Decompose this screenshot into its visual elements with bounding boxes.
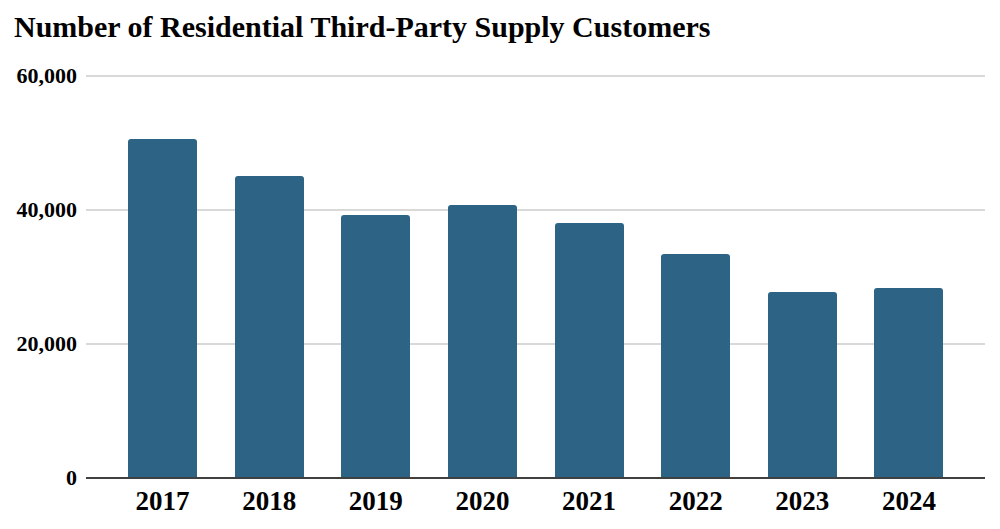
bar-2023 — [768, 292, 837, 477]
y-tick-label: 60,000 — [0, 63, 77, 89]
x-tick-label: 2022 — [651, 487, 741, 515]
x-axis-line — [86, 477, 985, 479]
x-tick-label: 2024 — [864, 487, 954, 515]
gridline — [86, 75, 985, 77]
bar-2017 — [128, 139, 197, 477]
x-tick-label: 2019 — [331, 487, 421, 515]
bar-2018 — [235, 176, 304, 477]
x-tick-label: 2021 — [544, 487, 634, 515]
gridline — [86, 343, 985, 345]
y-tick-label: 40,000 — [0, 197, 77, 223]
bar-2022 — [661, 254, 730, 477]
x-tick-label: 2018 — [224, 487, 314, 515]
bar-2019 — [341, 215, 410, 477]
y-tick-label: 20,000 — [0, 331, 77, 357]
bar-chart: Number of Residential Third-Party Supply… — [0, 0, 1000, 529]
bar-2024 — [874, 288, 943, 477]
plot-area: 60,000 40,000 20,000 0 2017 2018 2019 2020 2021 2… — [0, 0, 1000, 529]
y-tick-label: 0 — [0, 465, 77, 491]
gridline — [86, 209, 985, 211]
x-tick-label: 2017 — [118, 487, 208, 515]
x-tick-label: 2020 — [437, 487, 527, 515]
bar-2021 — [555, 223, 624, 477]
bar-2020 — [448, 205, 517, 477]
x-tick-label: 2023 — [757, 487, 847, 515]
